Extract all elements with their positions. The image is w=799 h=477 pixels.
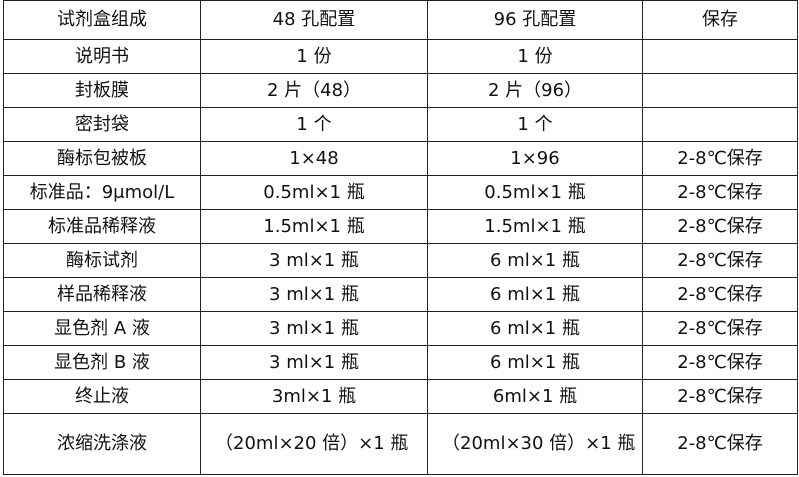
table-cell: 3 ml×1 瓶 [200,243,428,278]
table-cell: 1 份 [200,39,428,74]
table-cell: 3 ml×1 瓶 [200,345,428,380]
table-cell: 封板膜 [3,73,201,108]
header-cell: 48 孔配置 [200,0,428,40]
table-cell: 标准品：9μmol/L [3,175,201,210]
table-row: 封板膜 2 片（48） 2 片（96） [3,73,798,108]
table-row: 终止液 3ml×1 瓶 6ml×1 瓶 2-8℃保存 [3,379,798,414]
table-cell: 6 ml×1 瓶 [427,277,643,312]
table-cell: 说明书 [3,39,201,74]
table-cell: 3 ml×1 瓶 [200,311,428,346]
table-cell: 2 片（48） [200,73,428,108]
table-cell: （20ml×20 倍）×1 瓶 [200,413,428,475]
table-cell: 2-8℃保存 [642,209,798,244]
table-cell: 2-8℃保存 [642,141,798,176]
table-cell: 2-8℃保存 [642,243,798,278]
table-cell: 1×96 [427,141,643,176]
table-cell: 浓缩洗涤液 [3,413,201,475]
table-header-row: 试剂盒组成 48 孔配置 96 孔配置 保存 [3,0,798,40]
table-cell: 1.5ml×1 瓶 [200,209,428,244]
table-cell: 2-8℃保存 [642,175,798,210]
table-cell [642,107,798,142]
table-cell [642,39,798,74]
table-cell: 1 个 [200,107,428,142]
table-row: 浓缩洗涤液 （20ml×20 倍）×1 瓶（20ml×30 倍）×1 瓶 2-8℃保… [3,413,798,475]
table-cell: 2-8℃保存 [642,379,798,414]
table-cell: 终止液 [3,379,201,414]
table-cell: 2 片（96） [427,73,643,108]
table-cell: 6 ml×1 瓶 [427,311,643,346]
header-cell: 试剂盒组成 [3,0,201,40]
table-cell: 3ml×1 瓶 [200,379,428,414]
table-row: 酶标包被板 1×48 1×96 2-8℃保存 [3,141,798,176]
table-cell: 酶标试剂 [3,243,201,278]
table-cell: 1 份 [427,39,643,74]
table-cell: 1.5ml×1 瓶 [427,209,643,244]
table-cell: 2-8℃保存 [642,311,798,346]
table-cell [642,73,798,108]
table-cell: 0.5ml×1 瓶 [200,175,428,210]
table-cell: 6 ml×1 瓶 [427,345,643,380]
table-cell: 标准品稀释液 [3,209,201,244]
table-cell: 1×48 [200,141,428,176]
table-cell: 2-8℃保存 [642,345,798,380]
table-cell: 显色剂 B 液 [3,345,201,380]
table-cell: 3 ml×1 瓶 [200,277,428,312]
table-cell: 样品稀释液 [3,277,201,312]
table-cell: 0.5ml×1 瓶 [427,175,643,210]
table-cell: 2-8℃保存 [642,277,798,312]
table-cell: 6 ml×1 瓶 [427,243,643,278]
table-row: 标准品稀释液 1.5ml×1 瓶 1.5ml×1 瓶 2-8℃保存 [3,209,798,244]
header-cell: 保存 [642,0,798,40]
table-cell: 显色剂 A 液 [3,311,201,346]
table-cell: 酶标包被板 [3,141,201,176]
table-row: 标准品：9μmol/L 0.5ml×1 瓶 0.5ml×1 瓶 2-8℃保存 [3,175,798,210]
table-cell: （20ml×30 倍）×1 瓶 [427,413,643,475]
header-cell: 96 孔配置 [427,0,643,40]
table-cell: 1 个 [427,107,643,142]
table-cell: 2-8℃保存 [642,413,798,475]
table-cell: 密封袋 [3,107,201,142]
table-cell: 6ml×1 瓶 [427,379,643,414]
